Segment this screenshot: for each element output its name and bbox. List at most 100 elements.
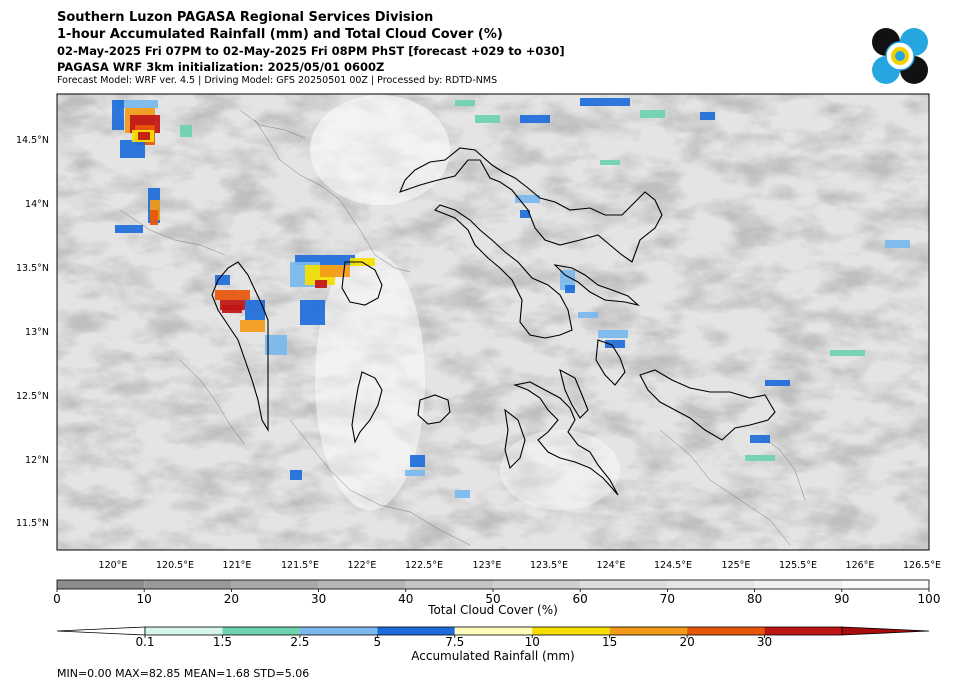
- rainfall-colorbar: 0.1 1.5 2.5 5 7.5 10 15 20 30 Accumulated Rainfal…: [56, 626, 930, 663]
- rainfall-patch: [320, 265, 350, 277]
- rainfall-patch: [300, 300, 325, 325]
- rain-colorbar-segment: [687, 627, 765, 635]
- rainfall-patch: [215, 290, 250, 300]
- cloud-colorbar-segment: [57, 580, 145, 589]
- rain-colorbar-label: 2.5: [290, 635, 309, 649]
- coastlines: [211, 147, 776, 496]
- rain-colorbar-label: 7.5: [445, 635, 464, 649]
- cloud-colorbar-label: 80: [747, 592, 762, 606]
- rain-colorbar-segment: [764, 627, 842, 635]
- cloud-colorbar-label: 40: [398, 592, 413, 606]
- rainfall-patch: [315, 280, 327, 288]
- rain-colorbar-label: 0.1: [135, 635, 154, 649]
- rainfall-patch: [565, 285, 575, 293]
- rainfall-patch: [295, 255, 355, 265]
- lat-labels: 14.5°N 14°N 13.5°N 13°N 12.5°N 12°N 11.5°N: [16, 135, 49, 529]
- map-subtitle: 1-hour Accumulated Rainfall (mm) and Tot…: [57, 27, 503, 42]
- map-frame: [56, 93, 930, 551]
- lon-label: 123.5°E: [530, 560, 568, 571]
- rainfall-patch: [112, 100, 124, 130]
- rainfall-patch: [290, 470, 302, 480]
- lon-label: 126°E: [846, 560, 875, 571]
- rain-colorbar-min-extension: [56, 626, 146, 636]
- cloud-colorbar-segment: [405, 580, 493, 589]
- lat-label: 13°N: [25, 327, 49, 338]
- lon-label: 125.5°E: [779, 560, 817, 571]
- lon-labels: 120°E 120.5°E 121°E 121.5°E 122°E 122.5°E 123°…: [99, 560, 941, 571]
- cloud-colorbar-label: 60: [573, 592, 588, 606]
- lon-label: 121.5°E: [281, 560, 319, 571]
- logo-globe: [895, 51, 905, 61]
- cloud-colorbar-segment: [231, 580, 319, 589]
- cloud-colorbar-label: 20: [224, 592, 239, 606]
- lat-label: 13.5°N: [16, 263, 49, 274]
- cloud-cover-colorbar: 0 10 20 30 40 50 60 70 80 90 100 Total Cloud Cover …: [53, 579, 941, 617]
- statistics: MIN=0.00 MAX=82.85 MEAN=1.68 STD=5.06: [57, 667, 310, 680]
- cloud-colorbar-segment: [667, 580, 755, 589]
- rainfall-patch: [578, 312, 598, 318]
- rainfall-patch: [138, 132, 150, 140]
- rain-colorbar-segment: [532, 627, 610, 635]
- lon-label: 121°E: [223, 560, 252, 571]
- lon-label: 124.5°E: [654, 560, 692, 571]
- rain-colorbar-label: 30: [757, 635, 772, 649]
- rainfall-patch: [745, 455, 775, 461]
- lon-label: 125°E: [722, 560, 751, 571]
- lon-label: 122°E: [348, 560, 377, 571]
- rainfall-patch: [240, 320, 265, 332]
- rainfall-patch: [885, 240, 910, 248]
- rain-colorbar-frame: [144, 626, 843, 636]
- rainfall-patch: [118, 100, 158, 108]
- rain-colorbar-label: 20: [679, 635, 694, 649]
- rainfall-patch: [180, 125, 192, 137]
- lon-label: 124°E: [597, 560, 626, 571]
- rainfall-patch: [222, 305, 242, 313]
- rainfall-patch: [605, 340, 625, 348]
- rain-colorbar-title: Accumulated Rainfall (mm): [411, 649, 574, 663]
- cloud-colorbar-label: 10: [137, 592, 152, 606]
- rain-colorbar-segment: [609, 627, 688, 635]
- rain-colorbar-segment: [145, 627, 223, 635]
- lon-label: 122.5°E: [405, 560, 443, 571]
- lat-label: 12°N: [25, 455, 49, 466]
- valid-time: 02-May-2025 Fri 07PM to 02-May-2025 Fri …: [57, 44, 565, 58]
- rain-colorbar-label: 10: [525, 635, 540, 649]
- cloud-colorbar-segment: [144, 580, 232, 589]
- cloud-colorbar-title: Total Cloud Cover (%): [427, 603, 558, 617]
- map-title: Southern Luzon PAGASA Regional Services …: [57, 10, 434, 25]
- lat-label: 14.5°N: [16, 135, 49, 146]
- rainfall-patch: [410, 455, 425, 467]
- rain-colorbar-label: 5: [374, 635, 382, 649]
- rainfall-patch: [700, 112, 715, 120]
- cloud-colorbar-label: 100: [918, 592, 941, 606]
- pagasa-logo: [872, 28, 928, 84]
- cloud-colorbar-segment: [841, 580, 929, 589]
- rainfall-patch: [520, 210, 530, 218]
- rainfall-patch: [600, 160, 620, 165]
- cloud-colorbar-label: 30: [311, 592, 326, 606]
- rainfall-patch: [580, 98, 630, 106]
- cloud-colorbar-label: 70: [660, 592, 675, 606]
- rainfall-patch: [120, 140, 145, 158]
- rainfall-patch: [750, 435, 770, 443]
- lat-label: 11.5°N: [16, 518, 49, 529]
- cloud-colorbar-segment: [493, 580, 581, 589]
- cloud-colorbar-segment: [580, 580, 668, 589]
- lon-label: 120.5°E: [156, 560, 194, 571]
- rainfall-layer: [112, 98, 910, 498]
- lon-label: 123°E: [473, 560, 502, 571]
- rain-colorbar-label: 1.5: [213, 635, 232, 649]
- rainfall-patch: [405, 470, 425, 476]
- rainfall-patch: [455, 100, 475, 106]
- rainfall-patch: [520, 115, 550, 123]
- cloud-colorbar-label: 90: [834, 592, 849, 606]
- rainfall-patch: [215, 275, 230, 285]
- rain-colorbar-segment: [299, 627, 378, 635]
- cloud-colorbar-segment: [318, 580, 406, 589]
- admin-boundaries: [119, 109, 806, 546]
- rainfall-patch: [455, 490, 470, 498]
- cloud-colorbar-segment: [754, 580, 842, 589]
- lon-label: 126.5°E: [903, 560, 941, 571]
- model-info: Forecast Model: WRF ver. 4.5 | Driving M…: [57, 75, 498, 86]
- cloud-colorbar-label: 0: [53, 592, 61, 606]
